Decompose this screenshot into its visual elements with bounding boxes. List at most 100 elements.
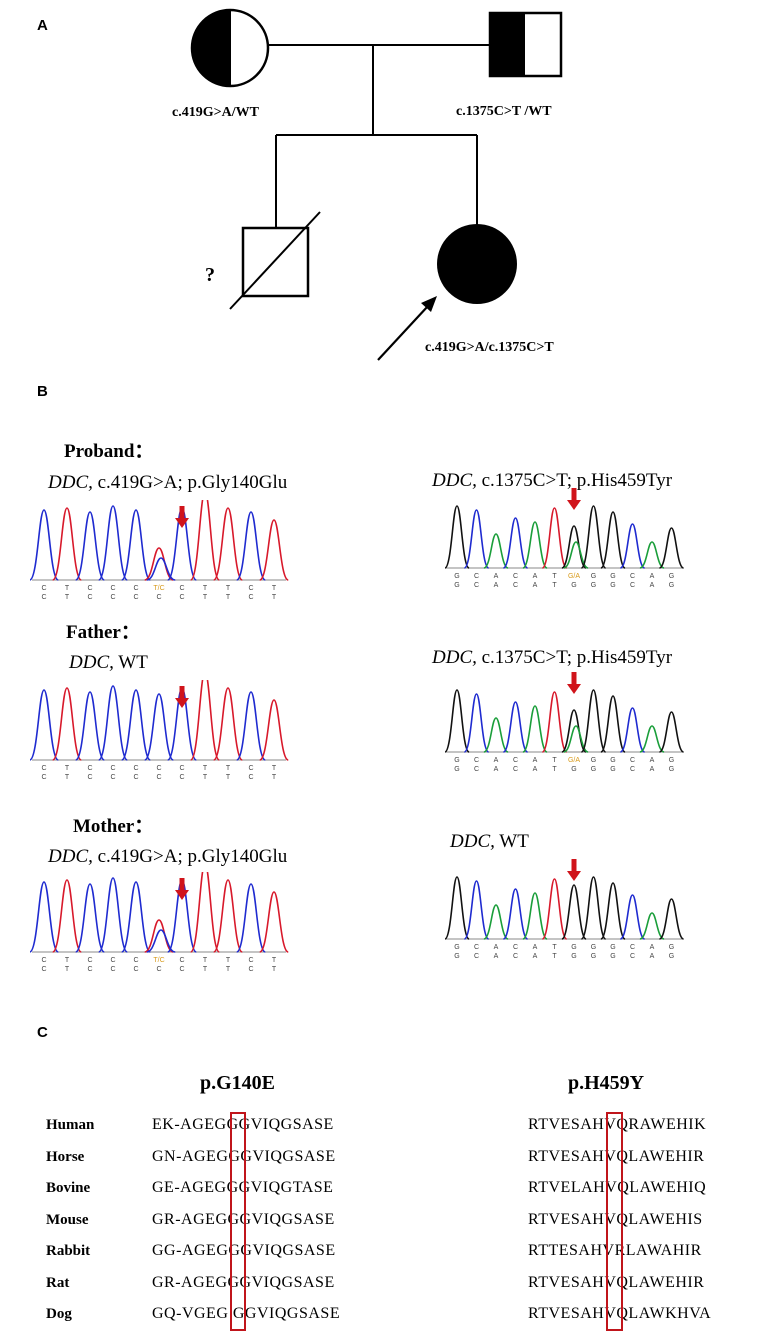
variant-arrow (175, 506, 189, 528)
trace-peak-G (600, 695, 626, 753)
reference-base: C (513, 582, 518, 589)
base-call: C (248, 957, 253, 964)
reference-base: T (552, 766, 557, 773)
reference-base: A (533, 953, 538, 960)
base-call: C (110, 957, 115, 964)
base-call: T (226, 765, 231, 772)
trace-peak-G (658, 711, 685, 753)
trace-peak-C (463, 880, 490, 940)
base-call: C (110, 765, 115, 772)
trace-peak-C (74, 691, 106, 761)
base-call: A (533, 573, 538, 580)
base-call: T (552, 944, 557, 951)
trace-peak-A (639, 725, 665, 753)
reference-base: T (226, 594, 231, 601)
base-call: T (203, 765, 208, 772)
proband-right-label: DDC, c.1375C>T; p.His459Tyr (432, 470, 673, 491)
mother-right-label: DDC, WT (450, 831, 529, 852)
base-call: C (474, 757, 479, 764)
trace-peak-C (463, 509, 490, 569)
base-call: T (226, 957, 231, 964)
base-call: T (65, 957, 70, 964)
reference-base: T (552, 582, 557, 589)
reference-base: G (591, 953, 596, 960)
reference-base: T (272, 966, 277, 973)
reference-base: C (513, 953, 518, 960)
trace-peak-C (97, 685, 129, 761)
trace-peak-C (235, 511, 267, 581)
base-call: G (454, 573, 459, 580)
trace-peak-C (120, 881, 152, 953)
base-call: C (41, 765, 46, 772)
base-call: A (494, 944, 499, 951)
reference-base: C (179, 594, 184, 601)
trace-peak-C (146, 557, 176, 581)
base-call: T (272, 585, 277, 592)
trace-peak-C (30, 509, 60, 581)
base-call: G/A (568, 573, 580, 580)
trace-peak-T (258, 519, 290, 581)
father-heading: Father： (66, 622, 140, 643)
species-label: Rabbit (46, 1243, 91, 1259)
trace-peak-G (580, 876, 607, 940)
reference-base: A (494, 953, 499, 960)
trace-peak-T (144, 547, 174, 581)
trace-peak-C (619, 523, 646, 569)
base-call: C (474, 573, 479, 580)
pedigree-diagram (190, 8, 563, 361)
base-call: C (513, 573, 518, 580)
base-call: T (65, 765, 70, 772)
reference-base: C (630, 766, 635, 773)
reference-base: C (87, 774, 92, 781)
base-call: C (133, 585, 138, 592)
reference-base: G (669, 766, 674, 773)
h459-region-sequence: RTVESAHVQLAWKHVA (528, 1305, 712, 1322)
right-mutation-title: p.H459Y (568, 1072, 645, 1094)
trace-peak-C (120, 509, 152, 581)
proband-left-label: DDC, c.419G>A; p.Gly140Glu (48, 472, 288, 493)
base-call: T/C (153, 585, 164, 592)
trace-peak-G (600, 511, 626, 569)
trace-peak-A (639, 541, 665, 569)
base-call: C (133, 957, 138, 964)
mother-symbol (190, 8, 270, 88)
trace-peak-C (74, 883, 106, 953)
base-call: G (610, 757, 615, 764)
trace-peak-G (658, 527, 685, 569)
reference-base: T (203, 966, 208, 973)
reference-base: G (591, 766, 596, 773)
h459-region-sequence: RTVESAHVQLAWEHIS (528, 1211, 703, 1228)
base-call: C (513, 757, 518, 764)
base-call: T (552, 757, 557, 764)
g140-region-sequence: GR-AGEGGGVIQGSASE (152, 1211, 335, 1228)
trace-peak-C (235, 691, 267, 761)
h459-region-sequence: RTVESAHVQRAWEHIK (528, 1116, 707, 1133)
variant-arrow (567, 859, 581, 881)
base-call: A (533, 944, 538, 951)
reference-base: C (179, 774, 184, 781)
proband-arrow (377, 296, 437, 361)
trace-peak-C (97, 877, 129, 953)
reference-base: C (87, 966, 92, 973)
reference-base: A (494, 766, 499, 773)
deceased-brother-symbol (229, 211, 321, 310)
trace-peak-C (502, 701, 529, 753)
g140-region-sequence: GN-AGEGGGVIQGSASE (152, 1148, 336, 1165)
reference-base: G (669, 582, 674, 589)
base-call: C (179, 765, 184, 772)
reference-base: A (533, 766, 538, 773)
proband-symbol (437, 224, 517, 304)
reference-base: T (203, 774, 208, 781)
base-call: T (272, 765, 277, 772)
base-call: G (591, 757, 596, 764)
reference-base: C (41, 774, 46, 781)
trace-peak-G (445, 505, 470, 569)
trace-peak-T (189, 500, 221, 581)
trace-peak-C (74, 511, 106, 581)
reference-base: C (133, 774, 138, 781)
species-label: Bovine (46, 1180, 91, 1196)
trace-peak-C (235, 883, 267, 953)
g140-region-sequence: GG-AGEGGGVIQGSASE (152, 1242, 336, 1259)
